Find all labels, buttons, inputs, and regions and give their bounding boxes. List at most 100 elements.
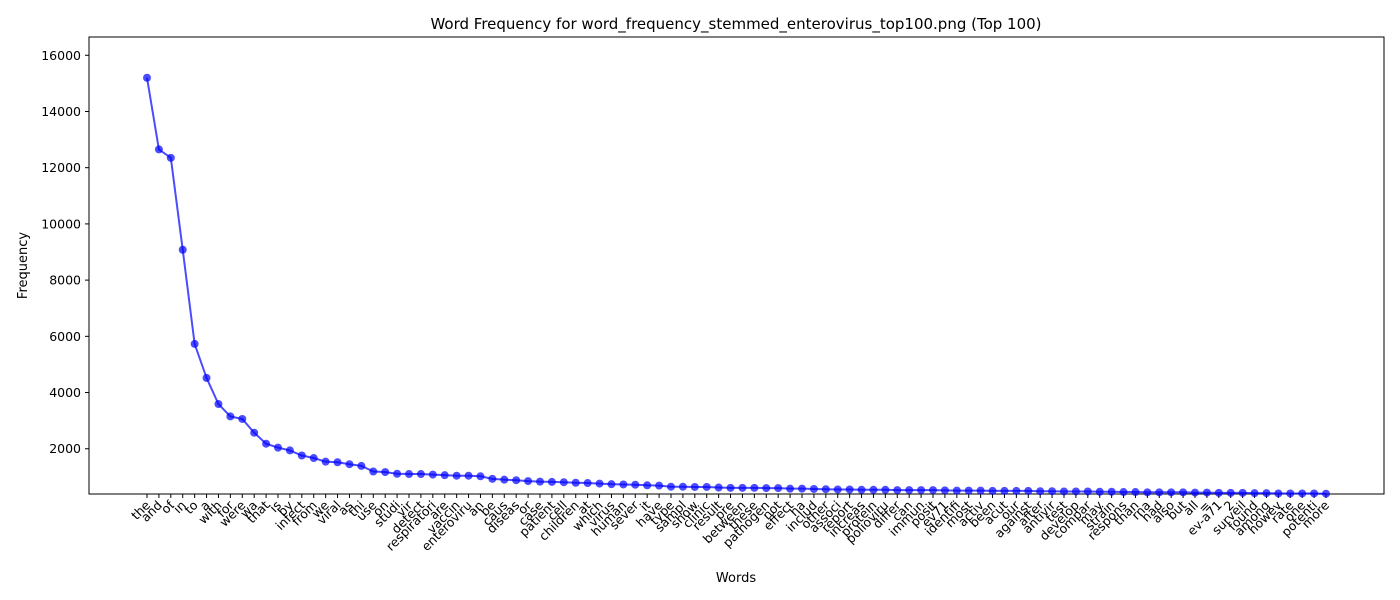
data-point [571, 478, 580, 487]
data-point [357, 461, 366, 470]
data-point [702, 482, 711, 491]
data-point [274, 443, 282, 452]
data-points [143, 73, 1330, 498]
data-point [512, 476, 521, 485]
data-point [869, 485, 878, 494]
data-point [154, 145, 163, 154]
y-tick-label: 4000 [49, 385, 81, 400]
data-point [929, 486, 937, 495]
data-point [881, 485, 890, 494]
data-point [1036, 487, 1045, 496]
x-axis: theandofintoawithforwerewathatisbyinfect… [128, 494, 1332, 554]
data-point [238, 414, 247, 423]
y-tick-label: 8000 [49, 273, 81, 288]
data-point [631, 480, 640, 489]
data-point [333, 458, 342, 467]
chart-title: Word Frequency for word_frequency_stemme… [430, 15, 1041, 34]
data-point [202, 373, 211, 382]
data-point [1024, 486, 1033, 495]
data-point [750, 483, 759, 492]
data-point [678, 482, 687, 491]
data-point [1167, 488, 1176, 497]
data-point [738, 483, 747, 492]
data-point [1238, 488, 1247, 497]
y-tick-label: 10000 [41, 216, 81, 231]
frequency-line [146, 77, 1327, 495]
data-point [559, 478, 568, 487]
data-point [166, 153, 175, 162]
data-point [952, 486, 961, 495]
data-point [1119, 488, 1128, 497]
data-point [440, 471, 449, 480]
data-point [607, 480, 616, 489]
data-point [798, 484, 806, 493]
data-point [1214, 488, 1223, 497]
plot-frame [88, 36, 1385, 495]
data-point [452, 471, 461, 480]
data-point [857, 485, 866, 494]
data-point [321, 457, 330, 466]
data-point [369, 467, 378, 476]
data-point [1262, 489, 1271, 498]
data-point [262, 439, 271, 448]
y-tick-label: 12000 [41, 160, 81, 175]
data-point [1000, 486, 1009, 495]
data-point [297, 451, 306, 460]
data-point [905, 486, 914, 495]
data-point [988, 486, 997, 495]
data-point [786, 484, 795, 493]
data-point [1131, 488, 1140, 497]
data-point [1179, 488, 1188, 497]
y-tick-label: 16000 [41, 48, 81, 63]
data-point [381, 468, 390, 477]
x-axis-label: Words [716, 571, 756, 586]
data-point [214, 400, 223, 409]
data-point [667, 482, 675, 491]
data-point [726, 483, 735, 492]
data-point [762, 484, 771, 493]
data-point [690, 482, 699, 491]
data-point [893, 486, 902, 495]
data-point [1107, 487, 1116, 496]
data-point [643, 481, 652, 490]
data-point [1060, 487, 1068, 496]
data-point [500, 475, 509, 484]
y-axis-label: Frequency [16, 232, 31, 299]
data-point [821, 485, 830, 494]
data-point [178, 245, 187, 254]
data-point [833, 485, 842, 494]
data-point [964, 486, 973, 495]
data-point [1155, 488, 1164, 497]
data-point [416, 470, 425, 479]
data-point [655, 481, 664, 490]
data-point [595, 479, 604, 488]
data-point [1095, 487, 1104, 496]
y-tick-label: 6000 [49, 329, 81, 344]
data-point [1048, 487, 1057, 496]
data-point [143, 73, 151, 82]
data-point [583, 479, 592, 488]
data-point [809, 484, 818, 493]
data-point [547, 477, 556, 486]
y-tick-label: 2000 [49, 441, 81, 456]
data-point [1143, 488, 1152, 497]
data-point [1083, 487, 1092, 496]
data-point [476, 472, 485, 481]
data-point [250, 428, 259, 437]
data-point [536, 477, 544, 486]
data-point [309, 454, 318, 463]
data-point [619, 480, 628, 489]
data-point [393, 469, 402, 478]
data-point [345, 460, 354, 469]
data-point [1298, 489, 1307, 498]
data-point [405, 470, 413, 479]
data-point [917, 486, 926, 495]
data-point [1322, 489, 1330, 498]
data-point [976, 486, 985, 495]
data-point [190, 339, 199, 348]
data-point [285, 446, 294, 455]
data-point [1071, 487, 1080, 496]
y-tick-label: 14000 [41, 104, 81, 119]
data-point [774, 484, 783, 493]
